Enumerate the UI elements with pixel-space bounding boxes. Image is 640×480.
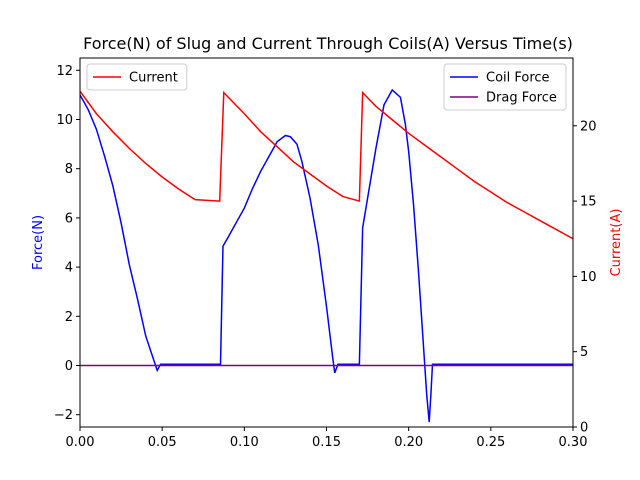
x-tick-label: 0.15 (312, 435, 341, 450)
legend-frame (443, 63, 567, 111)
x-tick-label: 0.00 (66, 435, 95, 450)
series-line-coil-force (79, 88, 573, 423)
y-axis-left: −2 0 2 4 6 8 10 12 (54, 64, 80, 423)
y-right-tick-label: 20 (580, 119, 597, 134)
legend-top-right: Coil Force Drag Force (443, 63, 567, 111)
y-left-tick-label: 2 (65, 310, 73, 325)
x-tick-label: 0.10 (230, 435, 259, 450)
y-right-tick-label: 10 (580, 270, 597, 285)
legend-top-left: Current (86, 63, 188, 91)
series-line-current (79, 90, 574, 240)
x-tick-label: 0.05 (148, 435, 177, 450)
y-right-tick-label: 15 (580, 195, 597, 210)
y-left-tick-label: 6 (65, 211, 73, 226)
y-left-tick-label: 4 (65, 261, 73, 276)
y-left-tick-label: 12 (56, 64, 73, 79)
x-tick-label: 0.25 (476, 435, 505, 450)
y-left-tick-label: 8 (65, 162, 73, 177)
plot-area (79, 88, 574, 423)
x-axis: 0.00 0.05 0.10 0.15 0.20 0.25 0.30 (66, 427, 588, 450)
y-left-tick-label: 0 (65, 359, 73, 374)
legend-label-current: Current (129, 71, 178, 86)
legend-frame (86, 63, 188, 91)
legend-label-drag-force: Drag Force (486, 91, 557, 106)
y-axis-right: 0 5 10 15 20 (573, 119, 597, 436)
legend-label-coil-force: Coil Force (486, 71, 550, 86)
chart-title: Force(N) of Slug and Current Through Coi… (83, 34, 573, 53)
y-axis-right-label: Current(A) (609, 209, 624, 277)
y-axis-left-label: Force(N) (31, 215, 46, 270)
axes-box (79, 57, 574, 428)
y-right-tick-label: 0 (580, 421, 588, 436)
x-tick-label: 0.20 (394, 435, 423, 450)
y-right-tick-label: 5 (580, 345, 588, 360)
legends: Current Coil Force Drag Force (86, 63, 567, 111)
y-left-tick-label: 10 (56, 113, 73, 128)
y-left-tick-label: −2 (54, 408, 73, 423)
plot-frame (79, 57, 574, 428)
x-tick-label: 0.30 (559, 435, 588, 450)
